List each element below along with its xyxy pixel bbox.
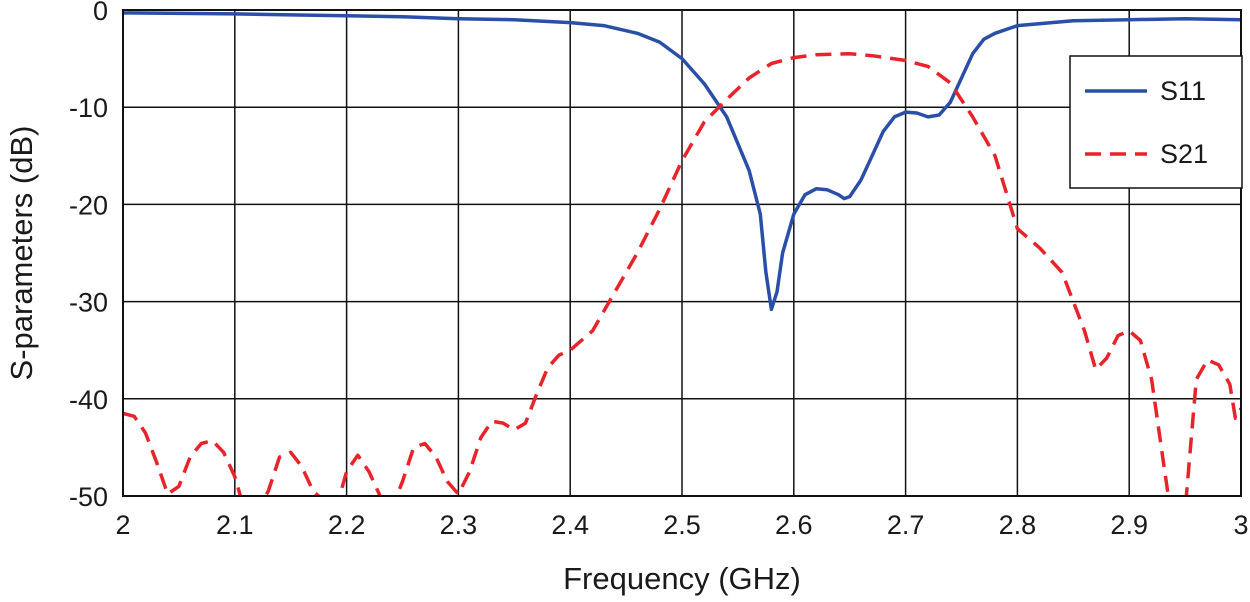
x-tick-label: 2.4 (551, 510, 589, 540)
x-axis-label: Frequency (GHz) (563, 561, 801, 596)
y-tick-label: -30 (69, 288, 108, 318)
y-tick-label: -20 (69, 190, 108, 220)
series-layer (123, 11, 1241, 496)
x-tick-label: 2.3 (440, 510, 478, 540)
legend: S11 S21 (1069, 55, 1243, 189)
x-tick-label: 2.1 (216, 510, 254, 540)
legend-box (1069, 55, 1243, 189)
x-tick-labels: 2 2.1 2.2 2.3 2.4 2.5 2.6 2.7 2.8 2.9 3 (115, 510, 1248, 540)
legend-label-s21: S21 (1160, 139, 1208, 169)
x-tick-label: 2 (115, 510, 130, 540)
x-tick-label: 2.9 (1110, 510, 1148, 540)
y-tick-labels: 0 -10 -20 -30 -40 -50 (69, 0, 108, 512)
x-tick-label: 2.6 (775, 510, 813, 540)
y-axis-label: S-parameters (dB) (4, 126, 39, 381)
x-tick-label: 2.2 (328, 510, 366, 540)
series-line-s21 (123, 51, 1241, 496)
plot-frame (122, 9, 1242, 497)
x-tick-label: 2.8 (999, 510, 1037, 540)
x-tick-label: 2.7 (887, 510, 925, 540)
x-tick-label: 3 (1233, 510, 1248, 540)
legend-label-s11: S11 (1160, 76, 1206, 106)
y-tick-label: -10 (69, 93, 108, 123)
y-tick-label: -50 (69, 482, 108, 512)
x-tick-label: 2.5 (663, 510, 701, 540)
y-tick-label: 0 (93, 0, 108, 26)
series-line-s11 (123, 11, 1241, 312)
y-tick-label: -40 (69, 385, 108, 415)
